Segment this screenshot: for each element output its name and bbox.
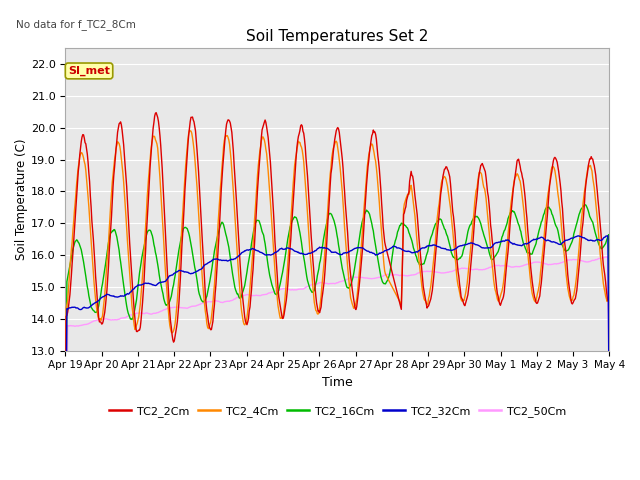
Title: Soil Temperatures Set 2: Soil Temperatures Set 2 [246,29,429,44]
Text: No data for f_TC2_8Cm: No data for f_TC2_8Cm [17,19,136,30]
X-axis label: Time: Time [322,376,353,389]
Text: SI_met: SI_met [68,66,110,76]
Legend: TC2_2Cm, TC2_4Cm, TC2_16Cm, TC2_32Cm, TC2_50Cm: TC2_2Cm, TC2_4Cm, TC2_16Cm, TC2_32Cm, TC… [104,402,570,421]
Y-axis label: Soil Temperature (C): Soil Temperature (C) [15,139,28,260]
